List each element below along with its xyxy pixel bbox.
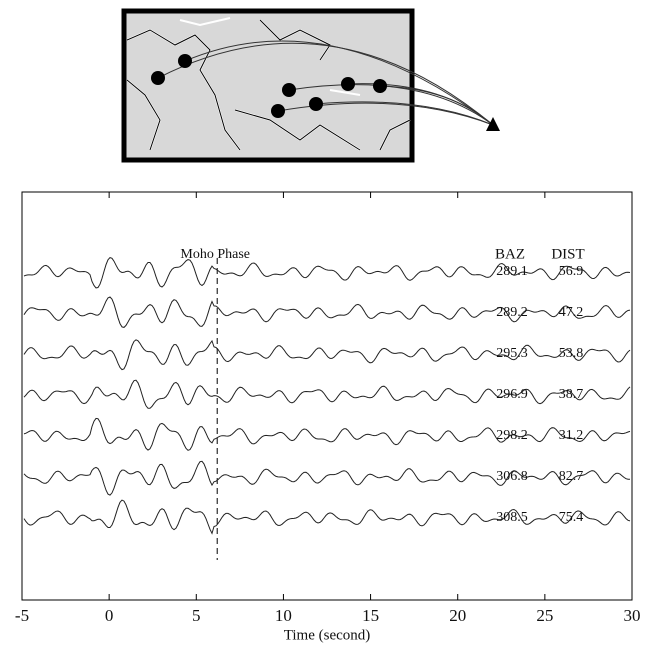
x-tick-label: 15 (362, 606, 379, 625)
dist-value: 38.7 (559, 387, 584, 402)
column-header: DIST (551, 246, 584, 262)
plot-frame (21, 191, 633, 601)
annotation: Moho Phase (180, 247, 250, 262)
map (121, 8, 500, 163)
x-tick-label: 5 (192, 606, 201, 625)
dist-value: 75.4 (559, 510, 584, 525)
baz-value: 289.1 (496, 264, 528, 279)
baz-value: 295.3 (496, 346, 528, 361)
baz-value: 308.5 (496, 510, 528, 525)
coastline-edge (126, 19, 411, 151)
trace (23, 296, 631, 328)
x-tick-label: 0 (105, 606, 114, 625)
baz-value: 296.9 (496, 387, 528, 402)
x-tick-label: 10 (275, 606, 292, 625)
dist-value: 56.9 (559, 264, 584, 279)
baz-value: 289.2 (496, 305, 528, 320)
stations (151, 54, 387, 118)
x-tick-label: -5 (15, 606, 29, 625)
x-axis-label: Time (second) (284, 627, 371, 643)
x-tick-label: 20 (449, 606, 466, 625)
x-tick-label: 25 (536, 606, 553, 625)
trace (23, 417, 631, 451)
trace (23, 460, 630, 496)
ray-paths (157, 40, 494, 126)
trace (23, 499, 631, 535)
dist-value: 47.2 (559, 305, 584, 320)
trace (23, 257, 631, 289)
baz-value: 306.8 (496, 469, 528, 484)
map-frame (121, 8, 415, 163)
baz-value: 298.2 (496, 428, 528, 443)
dist-value: 53.8 (559, 346, 584, 361)
trace (23, 339, 631, 371)
column-header: BAZ (495, 246, 525, 262)
trace (23, 379, 631, 409)
dist-value: 82.7 (559, 469, 584, 484)
x-tick-label: 30 (624, 606, 641, 625)
source (486, 117, 500, 131)
dist-value: 31.2 (559, 428, 584, 443)
